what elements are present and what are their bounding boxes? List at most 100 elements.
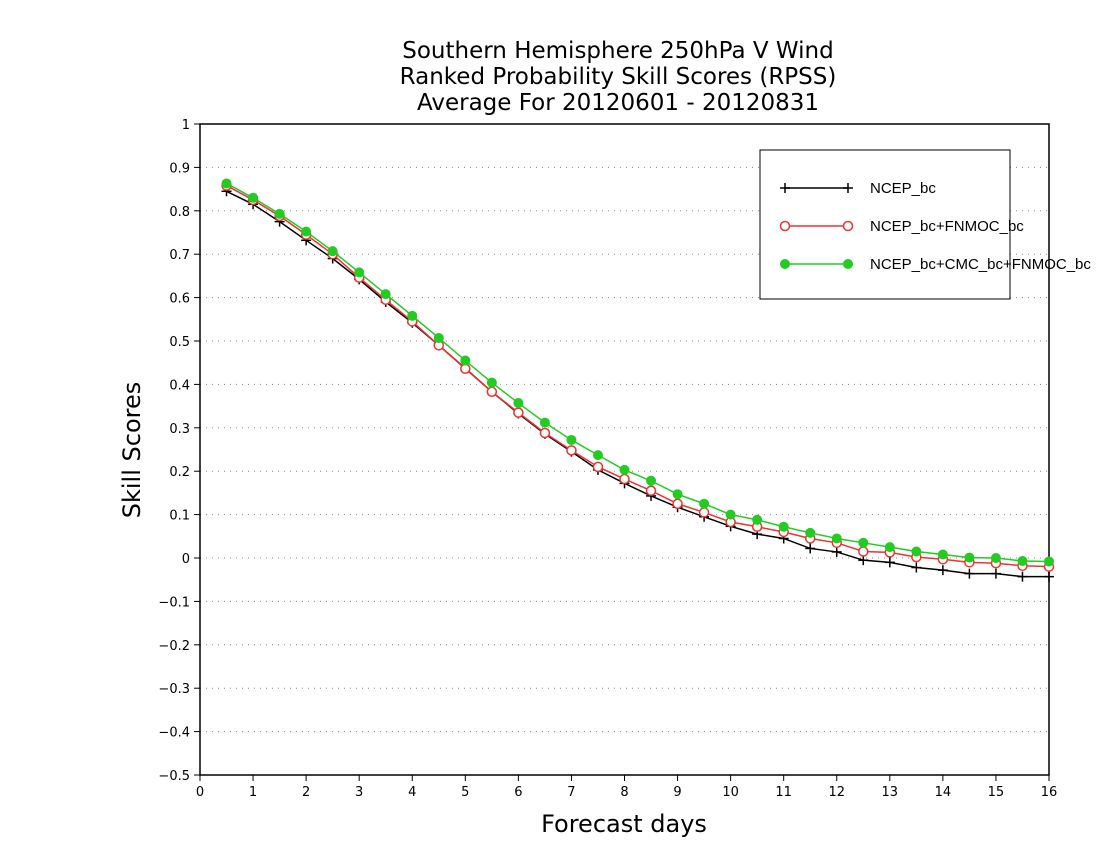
data-point [911, 562, 922, 573]
data-point [433, 332, 444, 343]
y-tick-label: 0.2 [169, 465, 190, 480]
y-tick-label: −0.3 [158, 682, 190, 697]
x-tick-label: 8 [620, 785, 628, 800]
x-tick-label: 13 [882, 785, 899, 800]
y-tick-label: 0.3 [169, 422, 190, 437]
data-point [831, 533, 842, 544]
data-point [858, 555, 869, 566]
x-tick-label: 0 [196, 785, 204, 800]
data-point [645, 485, 657, 496]
data-point [460, 355, 471, 366]
legend-marker [780, 259, 790, 269]
x-tick-label: 5 [461, 785, 469, 800]
x-tick-label: 1 [249, 785, 257, 800]
data-point [805, 527, 816, 538]
y-tick-label: 0.9 [169, 161, 190, 176]
data-point [1044, 556, 1054, 567]
x-tick-label: 15 [988, 785, 1005, 800]
data-point [619, 473, 630, 485]
x-tick-label: 11 [775, 785, 792, 800]
data-point [380, 289, 391, 300]
legend-entry-0: NCEP_bc [780, 180, 936, 197]
data-point [1017, 571, 1028, 582]
data-point [566, 434, 577, 445]
data-point [752, 514, 763, 525]
x-tick-label: 4 [408, 785, 416, 800]
data-point [221, 178, 232, 189]
x-tick-label: 3 [355, 785, 363, 800]
data-point [672, 489, 683, 500]
legend-entry-1: NCEP_bc+FNMOC_bc [779, 218, 1024, 235]
data-point [937, 565, 948, 576]
data-point [964, 552, 975, 563]
x-axis: 0 1 2 3 4 5 6 7 8 9 10 11 12 13 14 15 16 [196, 775, 1057, 800]
data-point [619, 464, 630, 475]
x-tick-label: 2 [302, 785, 310, 800]
x-tick-label: 6 [514, 785, 522, 800]
x-tick-label: 7 [567, 785, 575, 800]
y-tick-label: −0.1 [158, 595, 190, 610]
data-point [805, 543, 816, 554]
chart-title-line-2: Ranked Probability Skill Scores (RPSS) [400, 64, 837, 90]
data-point [1044, 571, 1054, 582]
data-point [486, 377, 497, 388]
legend-entry-2: NCEP_bc+CMC_bc+FNMOC_bc [780, 256, 1091, 273]
data-point [407, 310, 418, 321]
series-layer [221, 178, 1055, 582]
series-2 [221, 178, 1054, 567]
chart-title-line-1: Southern Hemisphere 250hPa V Wind [402, 38, 833, 64]
data-point [513, 398, 524, 409]
data-point [1017, 556, 1028, 567]
data-point [539, 417, 550, 428]
x-axis-label: Forecast days [541, 810, 707, 838]
legend-box [759, 149, 1011, 300]
series-line [226, 190, 1049, 578]
data-point [539, 427, 551, 439]
data-point [778, 521, 789, 532]
data-point [698, 507, 710, 518]
legend-marker [780, 183, 790, 193]
y-axis-label: Skill Scores [118, 382, 146, 519]
y-tick-label: 0.4 [169, 378, 190, 393]
data-point [354, 267, 365, 278]
legend-marker [843, 259, 853, 269]
data-point [566, 445, 577, 456]
x-tick-label: 12 [828, 785, 845, 800]
data-point [858, 546, 869, 557]
y-tick-label: 0.6 [169, 292, 190, 307]
x-tick-label: 10 [722, 785, 739, 800]
legend-marker [779, 220, 791, 232]
data-point [937, 549, 948, 560]
data-point [725, 509, 736, 520]
data-point [592, 450, 603, 461]
y-tick-label: 1 [182, 118, 190, 133]
y-tick-label: −0.5 [158, 769, 190, 784]
data-point [301, 226, 312, 237]
y-tick-label: 0.8 [169, 205, 190, 220]
data-point [884, 542, 895, 553]
legend-label: NCEP_bc+CMC_bc+FNMOC_bc [870, 256, 1091, 273]
y-tick-label: 0.7 [169, 248, 190, 263]
data-point [486, 386, 498, 398]
data-point [990, 553, 1001, 563]
legend: NCEP_bc NCEP_bc+FNMOC_bc NCEP_bc+CMC_bc+FN… [759, 149, 1091, 300]
chart-title-line-3: Average For 20120601 - 20120831 [417, 90, 819, 116]
data-point [990, 568, 1001, 579]
x-tick-label: 14 [935, 785, 952, 800]
data-point [858, 537, 869, 548]
data-point [513, 407, 524, 418]
data-point [327, 246, 338, 257]
y-tick-label: −0.2 [158, 639, 190, 654]
x-tick-label: 9 [673, 785, 681, 800]
y-axis: 1 0.9 0.8 0.7 0.6 0.5 0.4 0.3 0.2 0.1 0 −0.1 −0.2 −0.… [158, 118, 200, 784]
data-point [646, 475, 657, 486]
data-point [831, 546, 842, 557]
data-point [911, 546, 922, 557]
y-tick-label: 0.1 [169, 509, 190, 524]
data-point [274, 208, 285, 219]
data-point [592, 461, 604, 473]
legend-label: NCEP_bc+FNMOC_bc [870, 218, 1024, 235]
data-point [699, 498, 710, 509]
data-point [672, 498, 683, 509]
